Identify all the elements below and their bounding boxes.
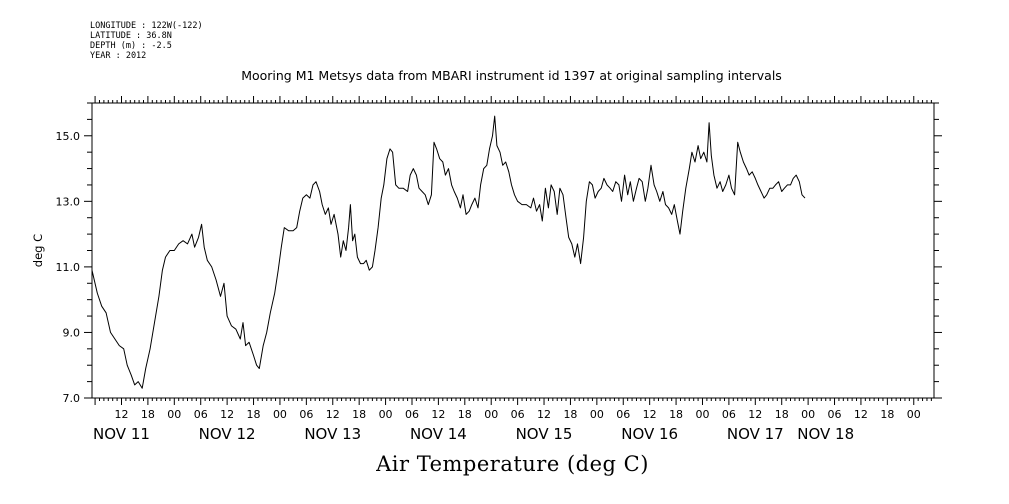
x-hour-label: 12 bbox=[748, 408, 762, 421]
x-hour-label: 00 bbox=[801, 408, 815, 421]
x-hour-label: 00 bbox=[273, 408, 287, 421]
x-hour-label: 18 bbox=[247, 408, 261, 421]
x-hour-label: 00 bbox=[590, 408, 604, 421]
x-hour-label: 12 bbox=[431, 408, 445, 421]
x-hour-label: 06 bbox=[828, 408, 842, 421]
longitude-text: LONGITUDE : 122W(-122) bbox=[90, 21, 203, 31]
depth-text: DEPTH (m) : -2.5 bbox=[90, 41, 172, 51]
year-text: YEAR : 2012 bbox=[90, 51, 147, 61]
x-hour-label: 00 bbox=[379, 408, 393, 421]
x-hour-label: 06 bbox=[722, 408, 736, 421]
x-hour-label: 06 bbox=[299, 408, 313, 421]
x-hour-label: 12 bbox=[537, 408, 551, 421]
x-day-label: NOV 14 bbox=[410, 425, 467, 443]
x-hour-label: 18 bbox=[563, 408, 577, 421]
y-tick-label: 7.0 bbox=[63, 392, 81, 405]
x-hour-label: 00 bbox=[907, 408, 921, 421]
x-hour-label: 18 bbox=[141, 408, 155, 421]
x-hour-label: 06 bbox=[194, 408, 208, 421]
x-hour-label: 18 bbox=[880, 408, 894, 421]
metadata-block: LONGITUDE : 122W(-122) LATITUDE : 36.8N … bbox=[90, 21, 203, 61]
x-day-label: NOV 16 bbox=[621, 425, 678, 443]
x-day-label: NOV 13 bbox=[304, 425, 361, 443]
x-day-label: NOV 15 bbox=[516, 425, 573, 443]
chart-title: Mooring M1 Metsys data from MBARI instru… bbox=[241, 68, 782, 83]
x-day-label: NOV 12 bbox=[199, 425, 256, 443]
y-tick-label: 9.0 bbox=[63, 326, 81, 339]
x-day-label: NOV 17 bbox=[727, 425, 784, 443]
x-day-label: NOV 11 bbox=[93, 425, 150, 443]
y-axis-title: deg C bbox=[31, 234, 45, 267]
y-tick-label: 11.0 bbox=[56, 261, 81, 274]
x-hour-label: 18 bbox=[352, 408, 366, 421]
x-hour-label: 00 bbox=[484, 408, 498, 421]
x-hour-label: 12 bbox=[220, 408, 234, 421]
x-hour-label: 18 bbox=[775, 408, 789, 421]
x-hour-label: 12 bbox=[326, 408, 340, 421]
plot-frame bbox=[91, 102, 935, 399]
x-hour-label: 06 bbox=[616, 408, 630, 421]
y-tick-label: 15.0 bbox=[56, 130, 81, 143]
x-hour-label: 06 bbox=[511, 408, 525, 421]
y-tick-label: 13.0 bbox=[56, 195, 81, 208]
x-hour-label: 12 bbox=[114, 408, 128, 421]
x-hour-label: 00 bbox=[695, 408, 709, 421]
latitude-text: LATITUDE : 36.8N bbox=[90, 31, 172, 41]
x-hour-label: 06 bbox=[405, 408, 419, 421]
x-hour-label: 12 bbox=[854, 408, 868, 421]
x-hour-label: 00 bbox=[167, 408, 181, 421]
series-line bbox=[91, 115, 806, 389]
x-hour-label: 12 bbox=[643, 408, 657, 421]
x-day-label: NOV 18 bbox=[797, 425, 854, 443]
x-hour-label: 18 bbox=[669, 408, 683, 421]
x-axis-title: Air Temperature (deg C) bbox=[376, 452, 649, 476]
x-hour-label: 18 bbox=[458, 408, 472, 421]
